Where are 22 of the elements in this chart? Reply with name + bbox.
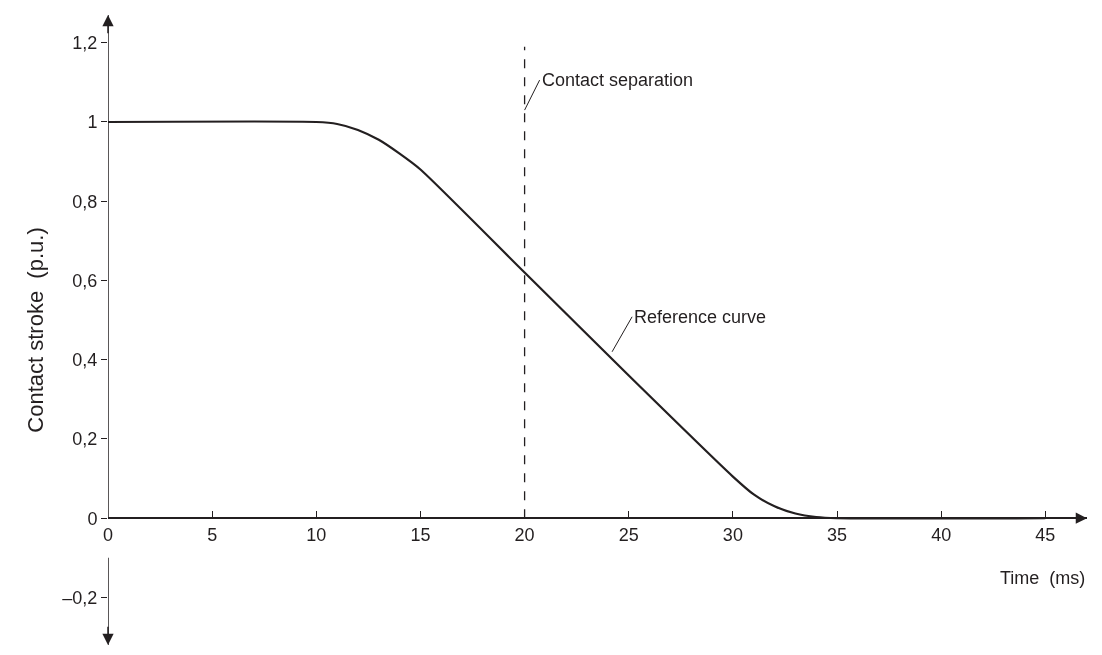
x-tick-label: 35 (827, 524, 848, 545)
x-axis-title: Time (ms) (1000, 568, 1086, 588)
y-tick-label: 0,6 (72, 270, 98, 291)
annotation: Reference curve (634, 307, 767, 327)
x-tick-label: 25 (618, 524, 639, 545)
y-tick-label: 0,4 (72, 350, 98, 371)
y-tick-label: 0 (87, 508, 98, 529)
y-tick-label: 0,8 (72, 191, 98, 212)
x-tick-label: 20 (514, 524, 535, 545)
x-tick-label: 30 (722, 524, 743, 545)
y-tick-label: 1 (87, 112, 98, 133)
y-tick-label: 1,2 (72, 33, 98, 54)
ref-line-label: Contact separation (542, 70, 694, 90)
y-tick-label: –0,2 (62, 587, 98, 608)
x-tick-label: 10 (306, 524, 327, 545)
y-tick-label: 0,2 (72, 429, 98, 450)
x-tick-label: 0 (102, 524, 114, 545)
x-tick-label: 40 (931, 524, 952, 545)
x-tick-label: 45 (1035, 524, 1056, 545)
x-tick-label: 5 (207, 524, 218, 545)
y-axis-title: Contact stroke (p.u.) (23, 227, 49, 433)
x-tick-label: 15 (410, 524, 431, 545)
